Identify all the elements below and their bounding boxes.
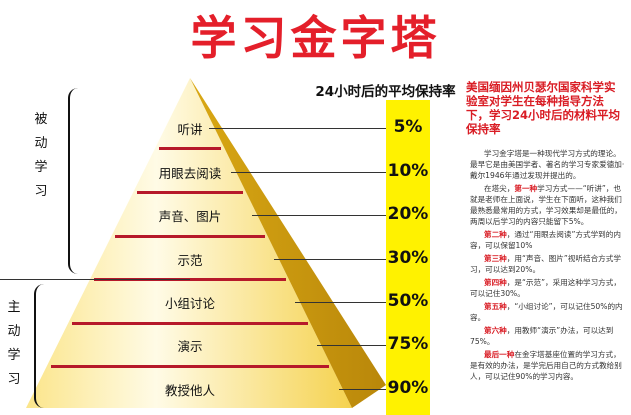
connector-line — [273, 259, 386, 260]
retention-rate: 20% — [387, 204, 429, 224]
section-separator — [0, 279, 190, 280]
connector-line — [316, 345, 386, 346]
pyramid-side-face — [190, 78, 386, 408]
pyramid-level-label: 用眼去阅读 — [158, 166, 222, 181]
active-learning-label: 主动学习 — [7, 300, 21, 387]
retention-rate: 30% — [387, 248, 429, 268]
intro-text: 美国缅因州贝瑟尔国家科学实验室对学生在每种指导方法下，学习24小时后的材料平均保… — [466, 80, 621, 136]
connector-line — [208, 128, 386, 129]
body-text: 学习金字塔是一种现代学习方式的理论。最早它是由美国学者、著名的学习专家爱德加·戴… — [470, 148, 626, 384]
pyramid-front-face — [26, 78, 352, 408]
active-bracket — [34, 284, 46, 408]
connector-line — [338, 389, 386, 390]
pyramid-level-label: 演示 — [177, 339, 203, 354]
body-paragraph: 最后一种在金字塔基座位置的学习方式，是有效的办法，是学完后用自己的方式教给别人，… — [470, 350, 622, 381]
retention-rate: 75% — [387, 334, 429, 354]
retention-subheading: 24小时后的平均保持率 — [315, 84, 456, 100]
connector-line — [252, 215, 386, 216]
page-title: 学习金字塔 — [190, 11, 441, 65]
passive-bracket — [68, 88, 80, 274]
pyramid-stripe — [115, 235, 265, 238]
pyramid-stripe — [72, 322, 308, 325]
connector-line — [230, 172, 386, 173]
pyramid-level-label: 小组讨论 — [164, 296, 216, 311]
retention-rate: 50% — [387, 291, 429, 311]
body-paragraph: 在塔尖，第一种学习方式——“听讲”，也就是老师在上面说，学生在下面听，这种我们最… — [470, 184, 622, 226]
retention-rate: 10% — [387, 161, 429, 181]
yellow-rate-column — [386, 100, 430, 415]
pyramid-level-label: 听讲 — [177, 122, 203, 137]
pyramid-stripe — [159, 147, 221, 150]
body-paragraph: 第四种，是“示范”，采用这种学习方式，可以记住30%。 — [470, 278, 621, 298]
pyramid-stripe — [137, 191, 243, 194]
retention-rate: 90% — [387, 378, 429, 398]
pyramid-level-label: 示范 — [177, 253, 203, 268]
passive-learning-label: 被动学习 — [34, 112, 48, 199]
body-paragraph: 第五种，“小组讨论”，可以记住50%的内容。 — [470, 302, 623, 322]
retention-rate: 5% — [393, 117, 423, 137]
pyramid-level-label: 教授他人 — [164, 383, 216, 398]
connector-line — [295, 302, 386, 303]
body-paragraph: 第二种，通过“用眼去阅读”方式学到的内容，可以保留10% — [470, 230, 621, 250]
pyramid-level-label: 声音、图片 — [158, 209, 222, 224]
body-paragraph: 第六种，用教师“演示”办法，可以达到75%。 — [470, 326, 614, 346]
body-paragraph: 第三种，用“声音、图片”视听结合方式学习，可以达到20%。 — [470, 254, 621, 274]
pyramid-stripe — [50, 365, 330, 368]
body-paragraph: 学习金字塔是一种现代学习方式的理论。最早它是由美国学者、著名的学习专家爱德加·戴… — [470, 149, 625, 180]
